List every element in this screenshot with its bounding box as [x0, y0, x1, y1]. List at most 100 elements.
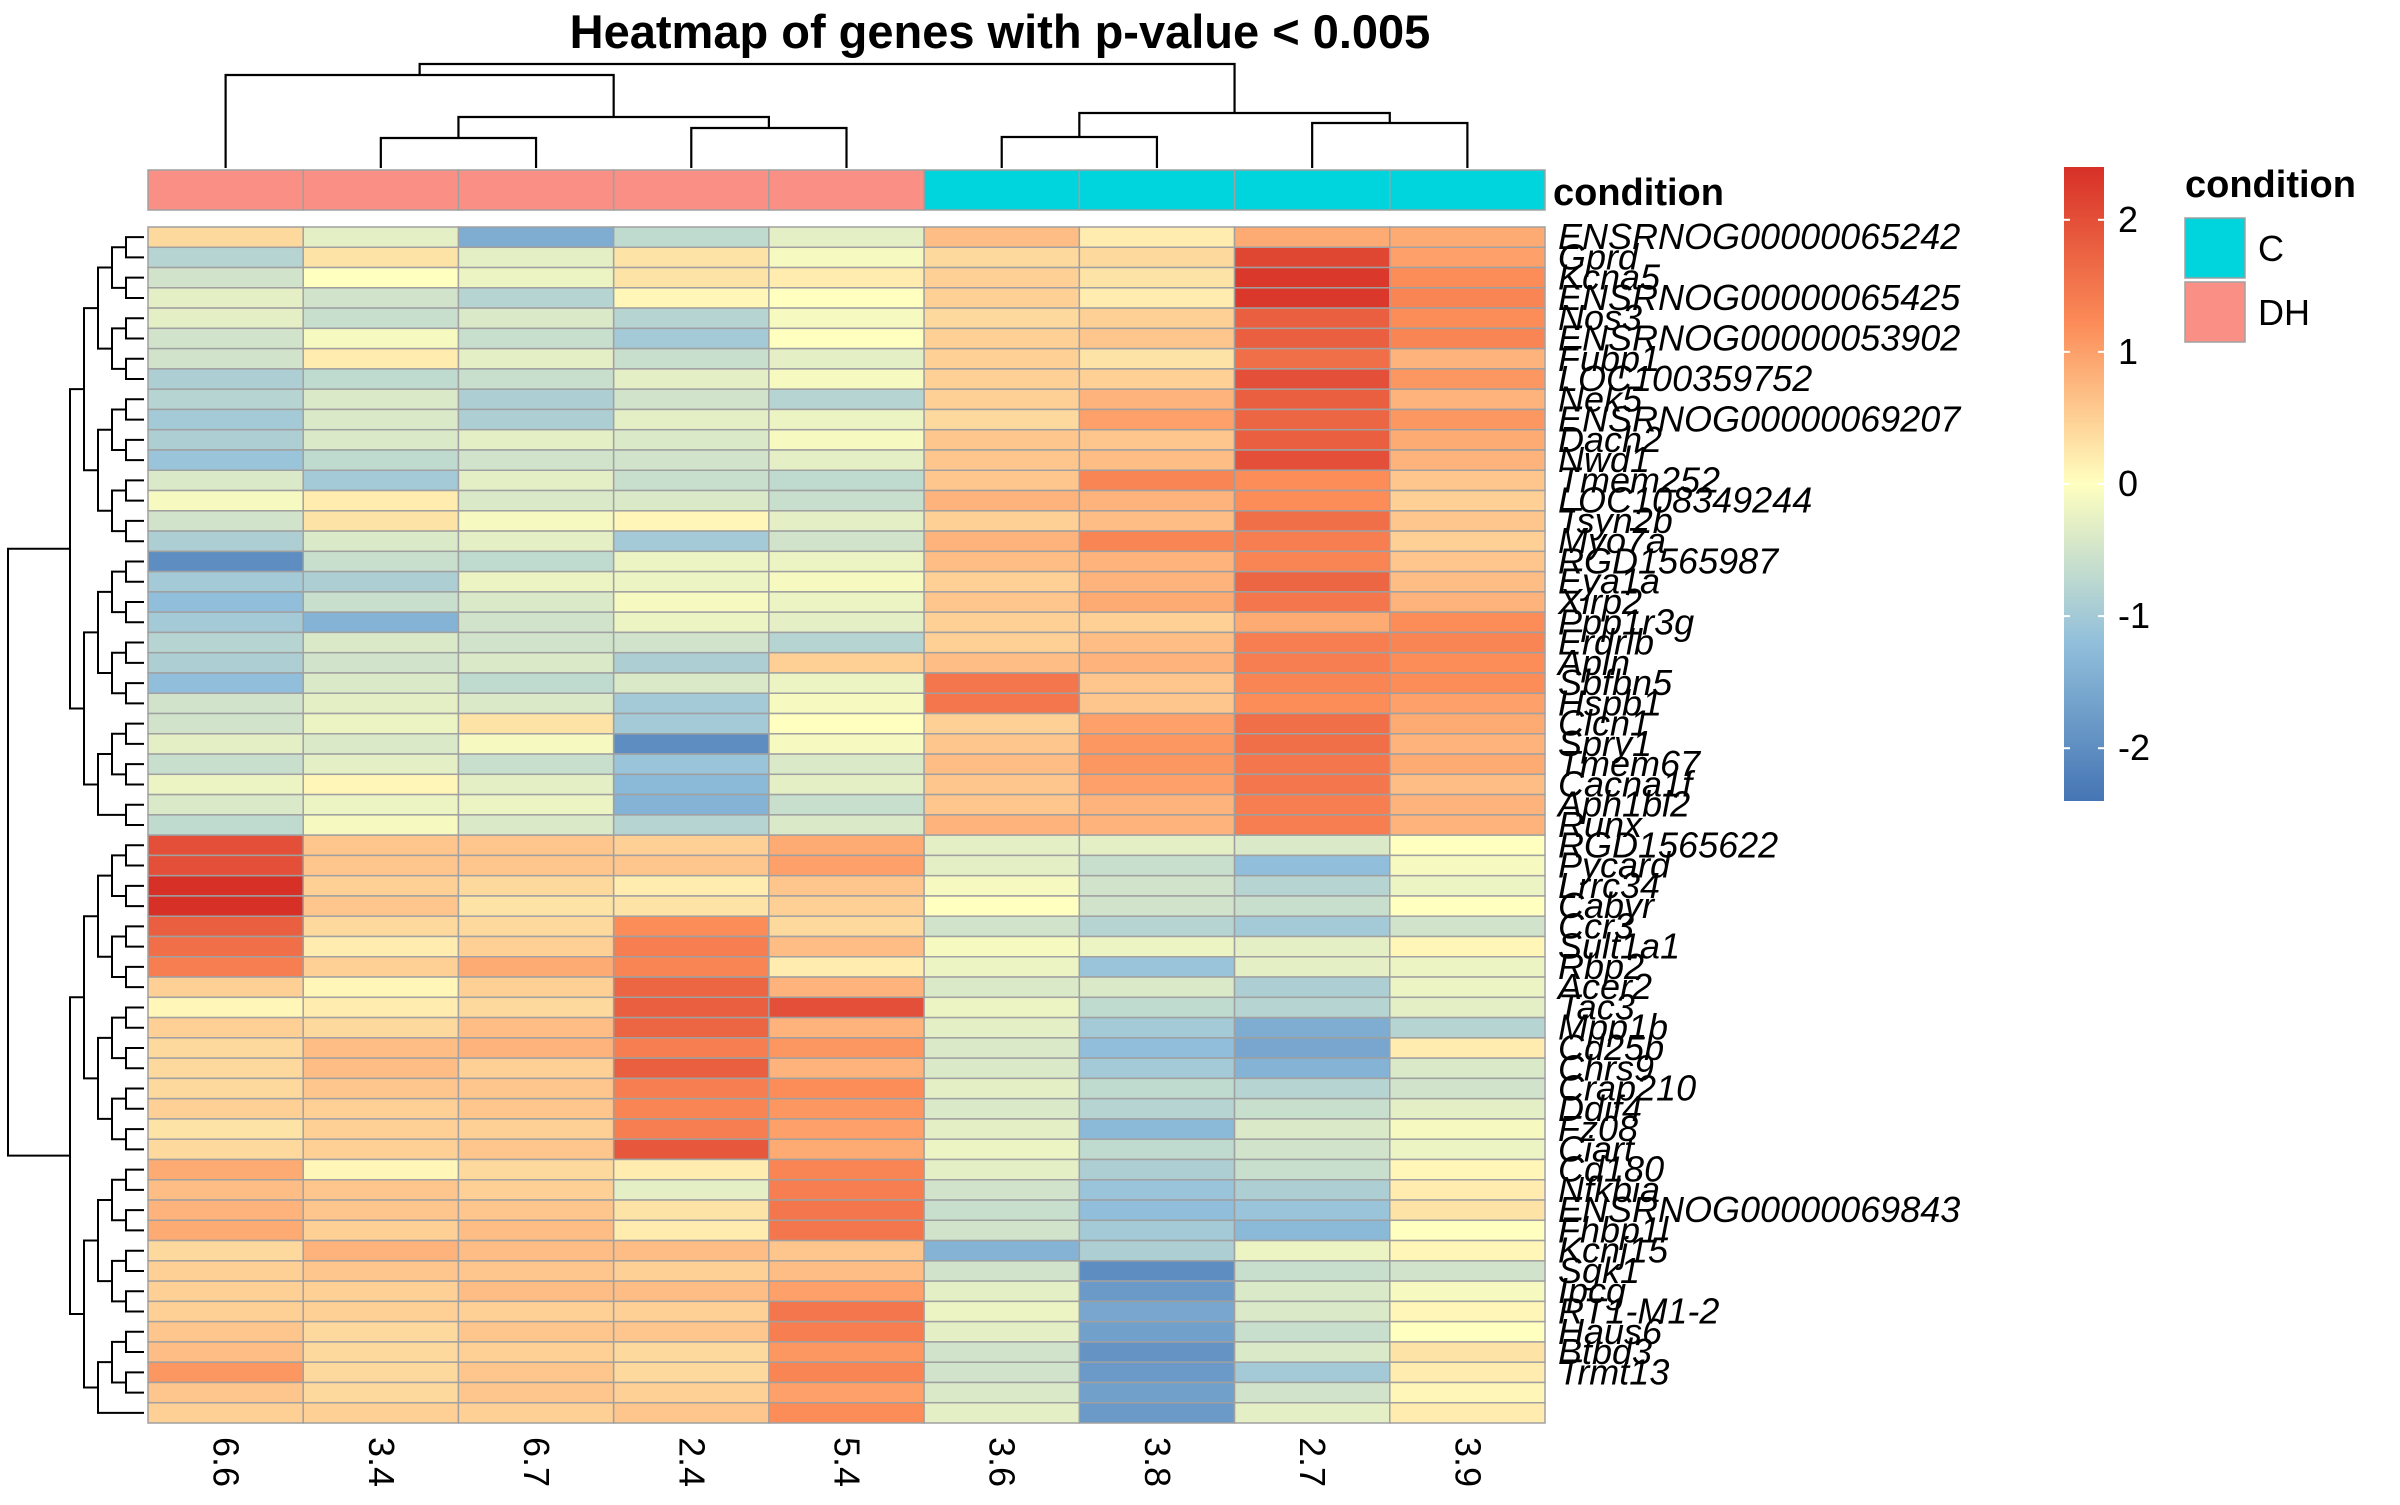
column-label: 2.4	[671, 1437, 712, 1487]
row-label: Tsyn2b	[1558, 500, 1673, 541]
color-scale-tick-label: 2	[2118, 199, 2138, 240]
heatmap-cell	[768, 631, 925, 654]
heatmap-cell	[1233, 347, 1391, 370]
column-dendrogram-link	[1000, 135, 1159, 168]
heatmap-cell	[302, 1219, 460, 1242]
heatmap-cell	[302, 631, 460, 654]
heatmap-cell	[768, 1118, 925, 1140]
heatmap-cell	[768, 287, 925, 309]
heatmap-cell	[147, 915, 304, 938]
heatmap-cell	[457, 1138, 615, 1161]
heatmap-cell	[612, 1401, 770, 1424]
heatmap-cell	[1078, 1118, 1236, 1140]
heatmap-cell	[457, 1300, 615, 1323]
heatmap-cell	[1389, 226, 1546, 249]
annotation-cell	[1389, 169, 1546, 211]
annotation-cell	[1078, 169, 1236, 211]
row-dendrogram-link	[111, 854, 126, 897]
heatmap-cell	[923, 408, 1081, 431]
heatmap-cell	[147, 287, 304, 309]
column-dendrogram-link	[1311, 121, 1469, 168]
heatmap-cell	[147, 307, 304, 330]
heatmap-cell	[1389, 1037, 1546, 1059]
heatmap-cell	[923, 428, 1081, 451]
heatmap-cell	[457, 266, 615, 289]
heatmap-cell	[1078, 388, 1236, 411]
heatmap-cell	[612, 651, 770, 674]
heatmap-cell	[612, 834, 770, 857]
heatmap-cell	[1389, 307, 1546, 330]
heatmap-cell	[147, 226, 304, 249]
heatmap-cell	[302, 1037, 460, 1059]
row-label: Tac3	[1558, 986, 1635, 1027]
heatmap-cell	[1233, 1401, 1391, 1424]
heatmap-cell	[1389, 246, 1546, 269]
heatmap-cell	[768, 1320, 925, 1343]
row-dendrogram-link	[125, 925, 144, 948]
heatmap-cell	[1233, 1016, 1391, 1039]
heatmap-cell	[147, 895, 304, 917]
row-label: Myo7a	[1558, 520, 1666, 561]
row-dendrogram-link	[111, 246, 126, 289]
heatmap-cell	[1233, 753, 1391, 776]
heatmap-cell	[1233, 1300, 1391, 1323]
heatmap-cell	[1078, 1077, 1236, 1100]
heatmap-cell	[457, 246, 615, 269]
heatmap-cell	[1078, 631, 1236, 654]
row-label: LOC108349244	[1558, 480, 1812, 521]
heatmap-cell	[923, 1219, 1081, 1242]
heatmap-cell	[1389, 915, 1546, 938]
heatmap-cell	[1078, 1179, 1236, 1201]
heatmap-cell	[457, 408, 615, 431]
row-label: Acer2	[1556, 966, 1652, 1007]
heatmap-cell	[612, 347, 770, 370]
heatmap-cell	[923, 226, 1081, 249]
heatmap-cell	[457, 550, 615, 573]
row-label: Nfkbia	[1558, 1169, 1660, 1210]
heatmap-cell	[923, 368, 1081, 390]
heatmap-cell	[302, 956, 460, 978]
heatmap-cell	[923, 1057, 1081, 1080]
row-dendrogram-link	[7, 547, 70, 1157]
row-dendrogram-link	[111, 1178, 126, 1222]
heatmap-cell	[1233, 915, 1391, 938]
heatmap-cell	[1389, 672, 1546, 694]
row-dendrogram-link	[125, 803, 144, 826]
heatmap-cell	[457, 753, 615, 776]
heatmap-cell	[923, 935, 1081, 958]
heatmap-cell	[302, 854, 460, 877]
heatmap-cell	[457, 793, 615, 816]
heatmap-cell	[147, 1138, 304, 1161]
heatmap-cell	[768, 773, 925, 796]
heatmap-cell	[923, 1037, 1081, 1059]
heatmap-cell	[302, 753, 460, 776]
heatmap-cell	[457, 449, 615, 472]
heatmap-cell	[1078, 1300, 1236, 1323]
heatmap-cell	[923, 1341, 1081, 1363]
heatmap-cell	[147, 510, 304, 532]
heatmap-cell	[923, 1138, 1081, 1161]
heatmap-cell	[768, 733, 925, 755]
heatmap-cell	[768, 611, 925, 634]
annotation-cell	[612, 169, 770, 211]
heatmap-cell	[1233, 226, 1391, 249]
heatmap-cell	[1078, 854, 1236, 877]
heatmap-cell	[612, 1118, 770, 1140]
row-label: Dach2	[1558, 419, 1662, 460]
row-dendrogram-link	[97, 266, 112, 350]
heatmap-cell	[768, 1037, 925, 1059]
row-label: Cabyr	[1558, 885, 1656, 926]
heatmap-cell	[457, 1057, 615, 1080]
heatmap-cell	[768, 1138, 925, 1161]
annotation-cell	[768, 169, 925, 211]
color-scale-bar	[2064, 167, 2104, 801]
heatmap-cell	[923, 347, 1081, 370]
heatmap-cell	[302, 428, 460, 451]
heatmap-cell	[147, 530, 304, 553]
heatmap-cell	[457, 1280, 615, 1303]
heatmap-cell	[147, 854, 304, 877]
heatmap-cell	[612, 1097, 770, 1120]
column-dendrogram-link	[379, 136, 538, 168]
heatmap-cell	[612, 570, 770, 593]
heatmap-cell	[1389, 854, 1546, 877]
